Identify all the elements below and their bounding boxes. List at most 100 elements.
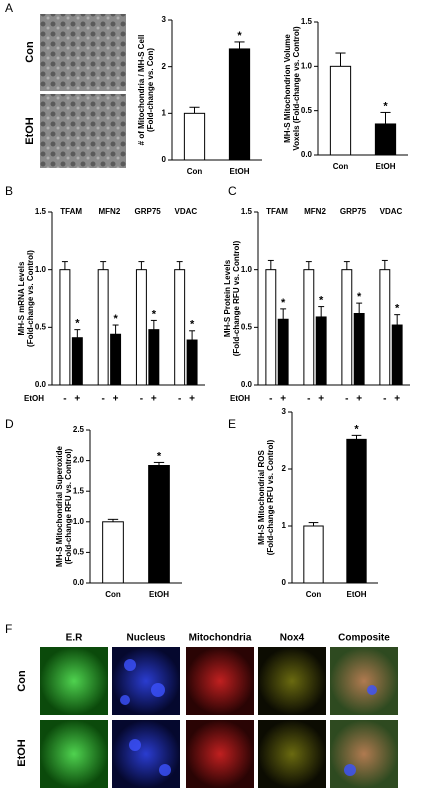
series-label: - [178, 394, 181, 405]
x-tick-label: Con [105, 590, 121, 599]
bar [71, 337, 83, 386]
y-tick-label: 1.5 [241, 207, 253, 216]
y-tick-label: 0.5 [73, 548, 85, 557]
series-label: - [101, 394, 104, 405]
y-tick-label: 1.0 [301, 61, 313, 70]
row-label: Con [24, 41, 36, 63]
category-label: TFAM [60, 207, 82, 216]
significance-star: * [152, 308, 157, 320]
micrograph [40, 94, 126, 168]
y-tick-label: 1.0 [35, 265, 47, 274]
bar [102, 521, 124, 584]
y-tick-label: 1.0 [73, 517, 85, 526]
bar [148, 464, 170, 584]
panel-label: C [228, 184, 237, 198]
micrograph [40, 720, 108, 788]
bar [329, 65, 352, 156]
micrograph [330, 647, 398, 715]
panel-label: A [5, 1, 13, 15]
micrograph [112, 647, 180, 715]
bar [379, 269, 391, 386]
bar [228, 48, 251, 161]
y-axis-label: MH-S Mitochondrial Superoxide [55, 446, 64, 567]
y-axis-label: MH-S mRNA Levels [17, 261, 26, 335]
bar [97, 269, 109, 386]
bar [59, 269, 71, 386]
y-tick-label: 0 [162, 155, 167, 164]
x-row-label: EtOH [230, 394, 250, 403]
y-axis-label: (Fold-change vs. Control) [26, 250, 35, 347]
x-tick-label: EtOH [347, 590, 367, 599]
y-tick-label: 1.0 [241, 265, 253, 274]
significance-star: * [383, 100, 388, 112]
y-tick-label: 0.0 [241, 380, 253, 389]
y-tick-label: 1.5 [301, 17, 313, 26]
series-label: + [74, 394, 80, 405]
bar [174, 269, 186, 386]
bar [277, 318, 289, 386]
bar [346, 438, 367, 584]
y-tick-label: 0.0 [73, 578, 85, 587]
significance-star: * [395, 303, 400, 315]
y-tick-label: 1.5 [35, 207, 47, 216]
x-tick-label: Con [187, 167, 203, 176]
bar [341, 269, 353, 386]
bar [374, 123, 397, 156]
category-label: GRP75 [135, 207, 162, 216]
column-header: Mitochondria [189, 633, 252, 644]
column-header: Nucleus [127, 633, 166, 644]
bar [265, 269, 277, 386]
row-label: EtOH [16, 739, 28, 767]
significance-star: * [157, 450, 162, 462]
significance-star: * [237, 30, 242, 42]
micrograph [186, 647, 254, 715]
category-label: VDAC [175, 207, 198, 216]
bar [353, 312, 365, 386]
series-label: - [63, 394, 66, 405]
x-tick-label: EtOH [149, 590, 169, 599]
y-tick-label: 2 [162, 62, 167, 71]
row-label: Con [16, 670, 28, 692]
y-axis-label: MH-S Mitochondrial ROS [257, 450, 266, 545]
significance-star: * [357, 291, 362, 303]
y-tick-label: 3 [162, 15, 167, 24]
series-label: - [307, 394, 310, 405]
y-tick-label: 0 [282, 578, 287, 587]
category-label: VDAC [380, 207, 403, 216]
y-tick-label: 2.0 [73, 456, 85, 465]
y-axis-label: MH-S Mitochondrion Volume [283, 34, 292, 143]
bar [391, 324, 403, 386]
x-row-label: EtOH [24, 394, 44, 403]
y-axis-label: (Fold-change RFU vs. Control) [64, 448, 73, 564]
bar [303, 269, 315, 386]
micrograph [258, 720, 326, 788]
micrograph [186, 720, 254, 788]
y-axis-label: (Fold-change RFU vs. Control) [232, 240, 241, 356]
significance-star: * [354, 423, 359, 435]
y-axis-label: MH-S Protein Levels [223, 259, 232, 337]
bar [186, 339, 198, 386]
series-label: - [383, 394, 386, 405]
fluorescence-grid: E.R Nucleus Mitochondria Nox4 Composite … [16, 633, 398, 788]
y-tick-label: 0.5 [241, 322, 253, 331]
series-label: + [318, 394, 324, 405]
bar [303, 525, 324, 584]
y-tick-label: 0.0 [35, 380, 47, 389]
x-tick-label: Con [333, 162, 349, 171]
significance-star: * [281, 297, 286, 309]
series-label: - [269, 394, 272, 405]
category-label: MFN2 [304, 207, 326, 216]
column-header: Composite [338, 633, 390, 644]
series-label: + [280, 394, 286, 405]
y-tick-label: 3 [282, 407, 287, 416]
bar [183, 112, 206, 161]
bar [135, 269, 147, 386]
bar [315, 316, 327, 386]
micrograph [258, 647, 326, 715]
column-header: E.R [66, 633, 83, 644]
series-label: + [189, 394, 195, 405]
series-label: + [356, 394, 362, 405]
y-axis-label: # of Mitochondria / MH-S Cell [137, 35, 146, 146]
category-label: MFN2 [98, 207, 120, 216]
